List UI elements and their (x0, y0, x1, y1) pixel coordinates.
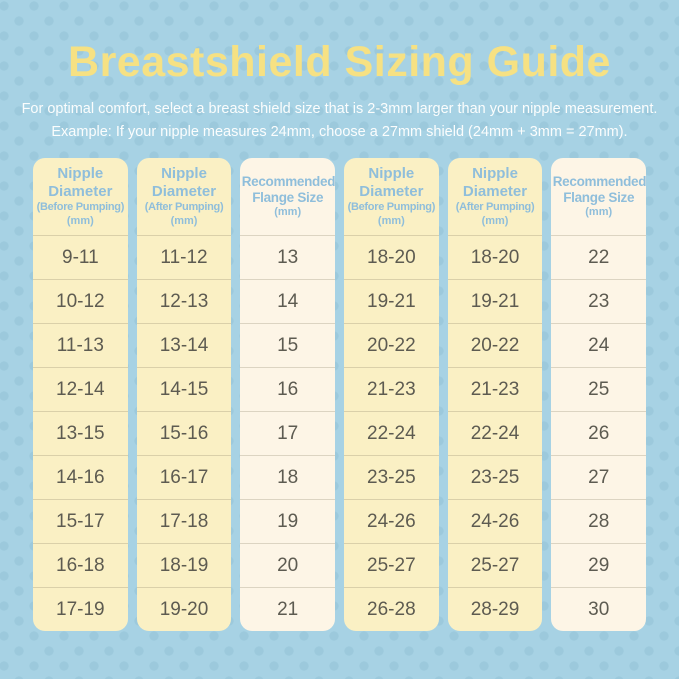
table-cell: 20-22 (344, 323, 439, 367)
table-cell: 16 (240, 367, 336, 411)
table-column: Nipple Diameter (Before Pumping) (mm) 9-11 1… (33, 158, 128, 632)
column-header-unit: (mm) (274, 205, 302, 218)
table-cell: 19-21 (344, 279, 439, 323)
table-cell: 22-24 (447, 411, 543, 455)
table-cell: 15-16 (136, 411, 232, 455)
table-cell: 13-15 (33, 411, 128, 455)
column-header: Nipple Diameter (Before Pumping) (mm) (344, 158, 439, 235)
page-subtitle: For optimal comfort, select a breast shi… (0, 98, 679, 144)
table-cell: 10-12 (33, 279, 128, 323)
table-cell: 16-17 (136, 455, 232, 499)
table-column: Recommended Flange Size (mm) 13 14 15 16 17 18 1… (240, 158, 336, 632)
table-column: Recommended Flange Size (mm) 22 23 24 25 26 27 2… (551, 158, 647, 632)
table-cell: 26-28 (344, 587, 439, 631)
column-header-title: Recommended Flange Size (552, 174, 647, 205)
table-cell: 17 (240, 411, 336, 455)
page-title: Breastshield Sizing Guide (68, 38, 611, 86)
table-cell: 11-12 (136, 235, 232, 279)
column-header-subtitle: (Before Pumping) (347, 200, 436, 213)
table-cell: 27 (551, 455, 647, 499)
table-cell: 22 (551, 235, 647, 279)
table-cell: 18-20 (447, 235, 543, 279)
table-cell: 19 (240, 499, 336, 543)
column-header: Recommended Flange Size (mm) (240, 158, 335, 235)
column-header-subtitle: (Before Pumping) (36, 200, 125, 213)
column-header-unit: (mm) (481, 214, 509, 227)
table-cell: 20 (240, 543, 336, 587)
column-header-unit: (mm) (170, 214, 198, 227)
table-cell: 12-13 (136, 279, 232, 323)
column-header: Nipple Diameter (Before Pumping) (mm) (33, 158, 128, 235)
column-header-title: Nipple Diameter (48, 165, 113, 201)
table-cell: 22-24 (344, 411, 439, 455)
table-cell: 24-26 (447, 499, 543, 543)
table-cell: 26 (551, 411, 647, 455)
table-column: Nipple Diameter (After Pumping) (mm) 11-12 1… (136, 158, 232, 632)
table-cell: 25 (551, 367, 647, 411)
table-cell: 17-18 (136, 499, 232, 543)
column-header: Nipple Diameter (After Pumping) (mm) (137, 158, 232, 235)
table-cell: 13-14 (136, 323, 232, 367)
table-cell: 11-13 (33, 323, 128, 367)
table-column: Nipple Diameter (After Pumping) (mm) 18-20 1… (447, 158, 543, 632)
column-header-subtitle: (After Pumping) (144, 200, 224, 213)
column-header-unit: (mm) (66, 214, 94, 227)
table-cell: 14-15 (136, 367, 232, 411)
table-cell: 23-25 (344, 455, 439, 499)
table-cell: 30 (551, 587, 647, 631)
table-cell: 24 (551, 323, 647, 367)
table-cell: 12-14 (33, 367, 128, 411)
table-cell: 18-20 (344, 235, 439, 279)
table-cell: 28-29 (447, 587, 543, 631)
table-cell: 19-21 (447, 279, 543, 323)
column-header-unit: (mm) (377, 214, 405, 227)
subtitle-line-2: Example: If your nipple measures 24mm, c… (51, 124, 628, 141)
column-header-title: Nipple Diameter (462, 165, 528, 201)
column-header-subtitle: (After Pumping) (455, 200, 535, 213)
table-cell: 25-27 (344, 543, 439, 587)
column-header-title: Recommended Flange Size (241, 174, 336, 205)
table-cell: 14-16 (33, 455, 128, 499)
table-cell: 15-17 (33, 499, 128, 543)
sizing-table: Nipple Diameter (Before Pumping) (mm) 9-11 1… (33, 158, 647, 632)
table-cell: 16-18 (33, 543, 128, 587)
table-cell: 21-23 (344, 367, 439, 411)
table-cell: 20-22 (447, 323, 543, 367)
table-cell: 15 (240, 323, 336, 367)
table-cell: 28 (551, 499, 647, 543)
table-cell: 14 (240, 279, 336, 323)
table-cell: 18 (240, 455, 336, 499)
table-cell: 21-23 (447, 367, 543, 411)
table-cell: 9-11 (33, 235, 128, 279)
table-cell: 23-25 (447, 455, 543, 499)
table-cell: 13 (240, 235, 336, 279)
column-header: Nipple Diameter (After Pumping) (mm) (448, 158, 543, 235)
table-cell: 21 (240, 587, 336, 631)
table-cell: 24-26 (344, 499, 439, 543)
table-cell: 19-20 (136, 587, 232, 631)
table-cell: 23 (551, 279, 647, 323)
column-header-unit: (mm) (585, 205, 613, 218)
column-header-title: Nipple Diameter (359, 165, 424, 201)
subtitle-line-1: For optimal comfort, select a breast shi… (21, 101, 658, 117)
table-cell: 17-19 (33, 587, 128, 631)
table-column: Nipple Diameter (Before Pumping) (mm) 18-20… (344, 158, 439, 632)
column-header-title: Nipple Diameter (151, 165, 217, 201)
table-cell: 25-27 (447, 543, 543, 587)
column-header: Recommended Flange Size (mm) (551, 158, 646, 235)
table-cell: 29 (551, 543, 647, 587)
table-cell: 18-19 (136, 543, 232, 587)
